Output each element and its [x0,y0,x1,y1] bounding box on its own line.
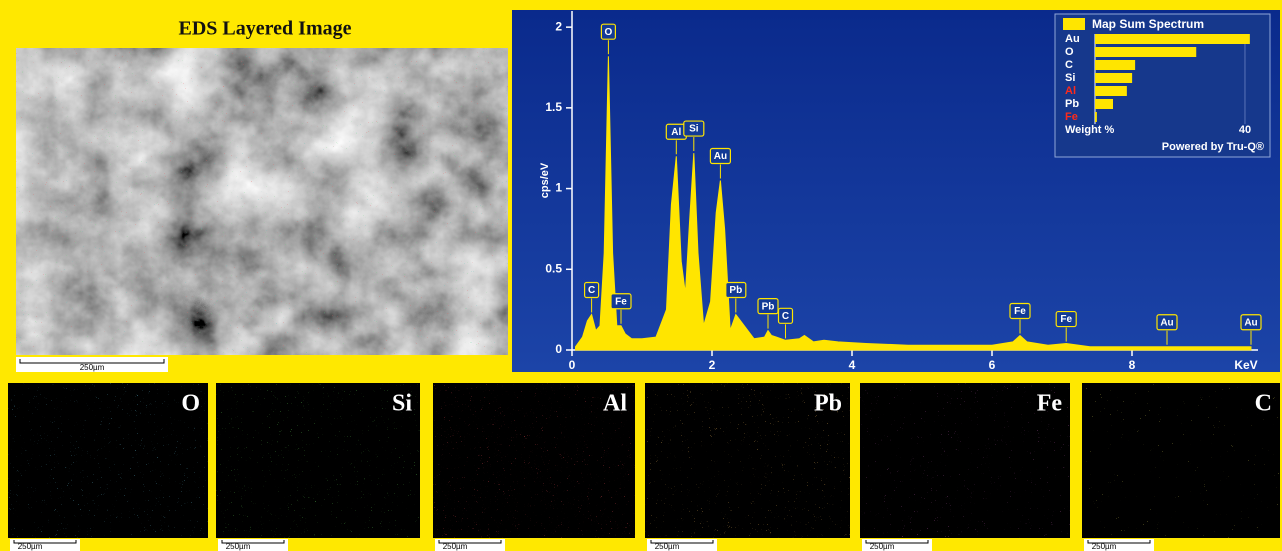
element-map-shade [8,383,208,538]
element-map-shade [1082,383,1280,538]
bar [1095,47,1196,57]
peak-label: Au [714,151,727,162]
category-label: O [1065,46,1074,58]
category-label: Fe [1065,111,1078,123]
element-label: C [1255,391,1272,417]
y-tick-label: 1.5 [545,100,562,114]
peak-label: C [782,311,789,322]
peak-label: Al [671,127,681,138]
sem-overlay [16,48,508,355]
x-tick-label: 8 [1129,358,1136,372]
scale-bar-label: 250µm [443,542,468,551]
y-tick-label: 0.5 [545,261,562,275]
element-label: O [181,391,200,417]
inset-footer: Powered by Tru-Q® [1162,141,1264,153]
category-label: C [1065,59,1073,71]
x-tick-label: 2 [709,358,716,372]
peak-label: Au [1160,317,1173,328]
peak-label: O [605,27,613,38]
peak-label: Fe [1060,314,1072,325]
peak-label: Fe [1014,306,1026,317]
element-label: Fe [1037,391,1063,417]
x-axis-label: Weight % [1065,124,1115,136]
element-label: Al [603,391,627,417]
category-label: Pb [1065,98,1079,110]
bar [1095,34,1250,44]
x-tick-label: 0 [569,358,576,372]
scale-bar-label: 250µm [80,363,105,372]
y-tick-label: 2 [555,19,562,33]
peak-label: Pb [762,301,775,312]
bar [1095,112,1097,122]
y-axis-label: cps/eV [539,162,551,198]
scale-bar-label: 250µm [18,542,43,551]
scale-bar-label: 250µm [870,542,895,551]
bar [1095,99,1113,109]
scale-bar-label: 250µm [1092,542,1117,551]
category-label: Au [1065,33,1080,45]
element-label: Si [392,391,412,417]
category-label: Si [1065,72,1075,84]
figure: EDS Layered Image 250µm 0 0.5 1 1.5 2 0 2 4 6 8 Ke… [0,0,1282,551]
bar [1095,73,1132,83]
peak-label: Pb [729,285,742,296]
peak-label: Fe [615,296,627,307]
category-label: Al [1065,85,1076,97]
x-tick-label: 4 [849,358,856,372]
page: { "layered_image": {"title": "EDS Layere… [0,0,1282,551]
bar [1095,86,1127,96]
inset-title: Map Sum Spectrum [1092,17,1204,31]
y-tick-label: 1 [555,181,562,195]
element-map-shade [216,383,420,538]
peak-label: C [588,285,595,296]
scale-bar-label: 250µm [655,542,680,551]
legend-swatch [1063,18,1085,30]
layered-image-title: EDS Layered Image [179,18,352,40]
peak-label: Si [689,124,699,135]
x-tick-label: 6 [989,358,996,372]
element-label: Pb [814,391,842,417]
peak-label: Au [1244,317,1257,328]
x-tick-label: 40 [1239,124,1251,136]
x-axis-label: KeV [1234,358,1257,372]
bar [1095,60,1135,70]
y-tick-label: 0 [555,342,562,356]
scale-bar-label: 250µm [226,542,251,551]
